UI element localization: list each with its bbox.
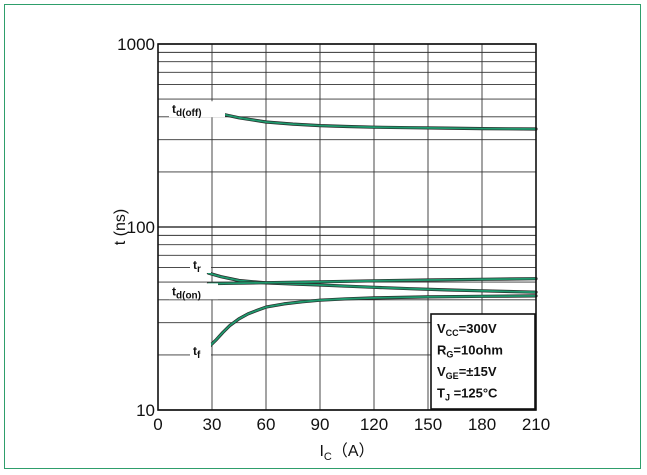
conditions-box-border <box>430 313 536 410</box>
y-tick-label: 100 <box>127 218 155 237</box>
x-tick-label: 30 <box>203 415 222 434</box>
curve-label-bg <box>169 283 218 300</box>
curve-label-main: t <box>172 284 176 298</box>
curve-label-main: t <box>193 344 197 358</box>
figure-frame <box>4 4 641 469</box>
curve-label-main: t <box>193 258 197 272</box>
condition-line: VGE=±15V <box>437 364 497 381</box>
series-highlight-0 <box>207 108 537 130</box>
condition-sub: CC <box>446 328 459 338</box>
series-highlight-2 <box>207 277 537 285</box>
curve-label-sub: d(off) <box>176 108 202 119</box>
x-tick-label: 180 <box>468 415 496 434</box>
curve-label-sub: r <box>197 264 201 275</box>
y-tick-labels: 10 100 1000 <box>117 35 155 420</box>
curve-label-3: tf <box>193 344 201 361</box>
y-tick-label: 1000 <box>117 35 155 54</box>
condition-main: V <box>437 321 446 336</box>
condition-sub: G <box>446 350 453 360</box>
condition-value: =10ohm <box>453 343 503 358</box>
plot-border <box>157 43 537 411</box>
curve-label-bg <box>190 256 211 273</box>
x-tick-label: 150 <box>414 415 442 434</box>
condition-value: =300V <box>459 321 497 336</box>
condition-line: TJ =125°C <box>437 386 498 403</box>
x-tick-label: 60 <box>257 415 276 434</box>
curve-label-main: t <box>172 102 176 116</box>
x-axis-label-unit: （A） <box>332 442 375 460</box>
x-tick-label: 120 <box>360 415 388 434</box>
condition-value: =125°C <box>450 386 498 401</box>
condition-sub: GE <box>446 371 459 381</box>
series-layer <box>206 107 538 349</box>
curve-label-bg <box>169 101 225 118</box>
x-tick-labels: 0 30 60 90 120 150 180 210 <box>153 415 550 434</box>
condition-value: =±15V <box>459 364 497 379</box>
x-tick-label: 0 <box>153 415 162 434</box>
curve-label-bg <box>190 343 211 360</box>
x-axis-label: IC（A） <box>319 442 374 463</box>
curve-label-sub: d(on) <box>176 290 201 301</box>
condition-main: T <box>437 386 445 401</box>
curve-label-sub: f <box>197 350 201 361</box>
y-axis-label: t (ns) <box>112 209 129 245</box>
condition-main: R <box>437 343 447 358</box>
minor-gridlines <box>158 51 536 356</box>
x-tick-label: 210 <box>522 415 550 434</box>
curve-label-0: td(off) <box>172 102 202 119</box>
series-highlight-1 <box>207 272 537 294</box>
curve-label-2: td(on) <box>172 284 201 301</box>
y-tick-label: 10 <box>136 401 155 420</box>
x-axis-label-sub: C <box>324 451 332 463</box>
series-highlight-3 <box>207 294 537 349</box>
x-tick-label: 90 <box>311 415 330 434</box>
condition-line: VCC=300V <box>437 321 497 338</box>
condition-main: V <box>437 364 446 379</box>
condition-line: RG=10ohm <box>437 343 503 360</box>
curve-label-1: tr <box>193 258 201 275</box>
x-axis-label-main: I <box>319 443 323 460</box>
series-line-0 <box>206 107 538 131</box>
condition-sub: J <box>445 393 450 403</box>
